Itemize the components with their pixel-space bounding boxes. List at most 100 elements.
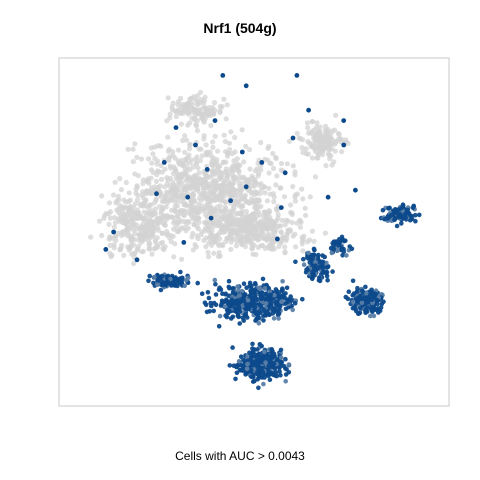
inactive-cell-point — [309, 155, 315, 161]
active-cell-point — [222, 304, 228, 309]
inactive-cell-point — [242, 236, 248, 242]
active-cell-point — [283, 379, 289, 384]
inactive-cell-point — [134, 197, 141, 203]
inactive-cell-point — [241, 159, 247, 165]
inactive-cell-point — [282, 244, 288, 250]
inactive-cell-point — [242, 243, 248, 250]
active-cell-point — [313, 263, 318, 269]
inactive-cell-point — [155, 244, 161, 250]
active-cell-point — [213, 292, 219, 297]
active-cell-point — [341, 142, 347, 148]
inactive-cell-point — [210, 224, 216, 230]
inactive-cell-point — [212, 169, 219, 175]
inactive-cell-point — [132, 141, 138, 147]
inactive-cell-point — [327, 146, 333, 153]
inactive-cell-point — [159, 230, 165, 236]
active-cell-point — [250, 346, 255, 351]
inactive-cell-point — [173, 113, 179, 120]
inactive-cell-point — [173, 224, 179, 230]
active-cell-point — [226, 278, 232, 284]
active-cell-point — [259, 343, 265, 349]
active-cell-point — [165, 280, 170, 286]
inactive-cell-point — [207, 196, 213, 202]
inactive-cell-point — [182, 149, 188, 155]
inactive-cell-point — [243, 178, 249, 184]
inactive-cell-point — [327, 156, 333, 162]
active-cell-point — [212, 277, 218, 283]
active-cell-point — [185, 194, 191, 200]
inactive-cell-point — [187, 142, 193, 148]
active-cell-point — [203, 302, 209, 308]
inactive-cell-point — [238, 204, 244, 210]
inactive-cell-point — [180, 163, 186, 169]
active-cell-point — [339, 234, 345, 240]
inactive-cell-point — [264, 226, 270, 232]
inactive-cell-point — [137, 232, 143, 238]
inactive-cell-point — [153, 178, 159, 184]
inactive-cell-point — [168, 165, 174, 171]
inactive-cell-point — [249, 190, 255, 196]
inactive-cell-point — [294, 130, 300, 136]
active-cell-point — [226, 308, 231, 313]
inactive-cell-point — [195, 236, 201, 242]
active-cell-point — [262, 286, 268, 291]
inactive-cell-point — [247, 166, 253, 172]
inactive-cell-point — [217, 163, 223, 169]
active-cell-point — [245, 353, 250, 359]
active-cell-point — [103, 247, 109, 252]
inactive-cell-point — [194, 211, 200, 217]
inactive-cell-point — [141, 231, 147, 237]
inactive-cell-point — [221, 183, 227, 189]
inactive-cell-point — [227, 227, 233, 233]
active-cell-point — [134, 257, 140, 263]
active-cell-point — [259, 160, 265, 165]
inactive-cell-point — [121, 252, 127, 258]
active-cell-point — [250, 362, 255, 367]
inactive-cell-point — [208, 123, 214, 129]
inactive-cell-point — [173, 200, 179, 206]
active-cell-point — [258, 286, 263, 292]
inactive-cell-point — [276, 243, 282, 249]
active-cell-point — [244, 366, 250, 372]
inactive-cell-point — [231, 167, 237, 173]
inactive-cell-point — [226, 234, 232, 240]
inactive-cell-point — [251, 235, 257, 241]
inactive-cell-point — [129, 209, 135, 215]
inactive-cell-point — [312, 174, 319, 180]
inactive-cell-point — [299, 145, 305, 151]
inactive-cell-point — [133, 210, 139, 216]
inactive-cell-point — [107, 215, 113, 221]
active-cell-point — [256, 315, 261, 321]
inactive-cell-point — [278, 229, 284, 235]
inactive-cell-point — [265, 145, 271, 151]
inactive-cell-point — [117, 176, 123, 182]
active-cell-point — [290, 307, 296, 313]
active-cell-point — [300, 296, 305, 302]
inactive-cell-point — [148, 230, 154, 236]
inactive-cell-point — [217, 108, 223, 114]
active-cell-point — [246, 306, 252, 312]
active-cell-point — [243, 184, 249, 190]
inactive-cell-point — [110, 192, 117, 198]
active-cell-point — [351, 291, 357, 296]
inactive-cell-point — [252, 168, 258, 174]
inactive-cell-point — [243, 143, 249, 149]
active-cell-point — [240, 298, 246, 303]
inactive-cell-point — [290, 163, 296, 169]
inactive-cell-point — [225, 150, 231, 156]
inactive-cell-point — [190, 105, 196, 111]
inactive-cell-point — [260, 242, 266, 248]
inactive-cell-point — [166, 156, 172, 162]
inactive-cell-point — [126, 190, 132, 196]
inactive-cell-point — [221, 132, 227, 138]
inactive-cell-point — [198, 97, 204, 103]
inactive-cell-point — [130, 146, 136, 152]
active-cell-point — [269, 296, 274, 302]
active-cell-point — [245, 361, 250, 367]
inactive-cell-point — [237, 184, 243, 190]
active-cell-point — [292, 301, 298, 306]
active-cell-point — [253, 310, 259, 315]
inactive-cell-point — [302, 205, 308, 211]
inactive-cell-point — [171, 220, 177, 226]
inactive-cell-point — [208, 153, 214, 159]
